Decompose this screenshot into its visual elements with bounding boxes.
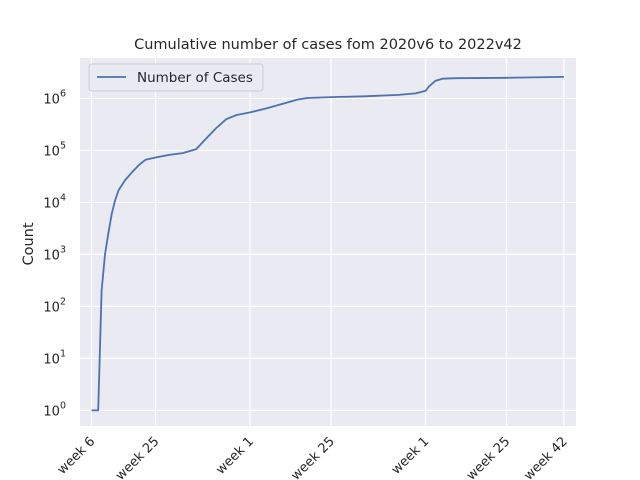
y-axis-label: Count (21, 222, 37, 265)
y-tick-label: 104 (43, 192, 66, 211)
x-tick-label: week 6 (55, 434, 99, 478)
legend-label: Number of Cases (137, 70, 253, 86)
plot-background (80, 58, 576, 426)
x-tick-label: week 1 (389, 434, 433, 478)
x-tick-labels: week 6 week 25 week 1 week 25 week 1 week 25 w… (55, 434, 571, 480)
x-tick-label: week 1 (213, 434, 257, 478)
y-tick-label: 102 (43, 296, 66, 315)
y-tick-labels: 100 101 102 103 104 105 106 (43, 88, 66, 419)
legend-box (88, 63, 264, 92)
legend: Number of Cases (88, 63, 264, 92)
x-tick-label: week 25 (113, 434, 162, 480)
y-tick-label: 105 (43, 140, 66, 159)
y-tick-label: 100 (43, 400, 66, 419)
series-lines (91, 76, 564, 412)
y-tick-label: 106 (43, 88, 66, 107)
chart-title: Cumulative number of cases fom 2020v6 to… (134, 37, 522, 53)
series-line (91, 76, 564, 412)
x-tick-label: week 42 (521, 434, 570, 480)
y-tick-label: 103 (43, 244, 66, 263)
x-tick-label: week 25 (288, 434, 337, 480)
x-tick-label: week 25 (464, 434, 513, 480)
grid (80, 58, 576, 426)
y-tick-label: 101 (43, 348, 66, 367)
